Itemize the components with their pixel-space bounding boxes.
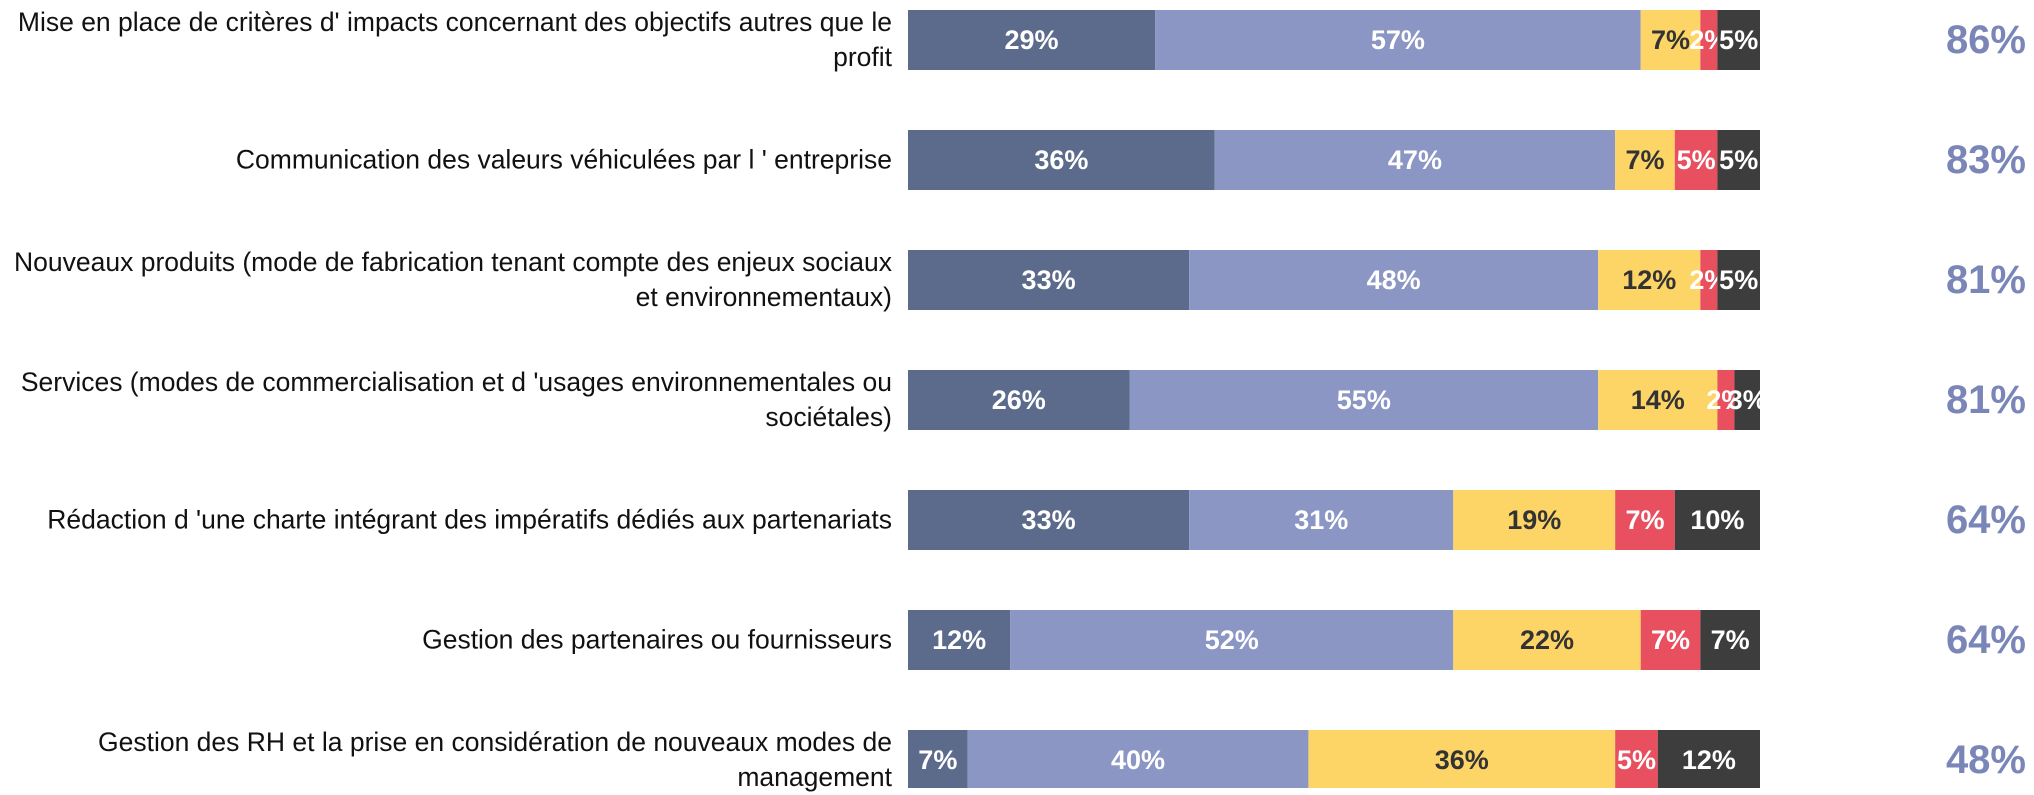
segment-label: 29% [1005, 25, 1059, 55]
bar-segment [1700, 250, 1718, 310]
segment-label: 26% [992, 385, 1046, 415]
bar-segment [1700, 610, 1760, 670]
bar-segment [908, 250, 1190, 310]
total-label: 64% [1946, 498, 2026, 542]
category-label: Gestion des RH et la prise en considérat… [97, 727, 892, 792]
segment-label: 22% [1520, 625, 1574, 655]
bar-segment [1189, 250, 1599, 310]
total-label: 81% [1946, 258, 2026, 302]
segment-label: 36% [1435, 745, 1489, 775]
segment-label: 5% [1719, 265, 1758, 295]
category-label: Communication des valeurs véhiculées par… [235, 144, 892, 175]
bar-segment [1214, 130, 1616, 190]
segment-label: 10% [1690, 505, 1744, 535]
segment-label: 40% [1111, 745, 1165, 775]
segment-label: 12% [1682, 745, 1736, 775]
bar-segment [1717, 250, 1760, 310]
bar-segment [908, 730, 968, 788]
total-label: 86% [1946, 18, 2026, 62]
bar-row: 7% 40% 36% 5% 12% [908, 730, 1760, 788]
segment-label: 7% [1651, 25, 1690, 55]
category-label: Services (modes de commercialisation et … [20, 367, 892, 432]
bar-segment [908, 610, 1011, 670]
segment-label: 3% [1728, 385, 1767, 415]
bar-segment [1657, 730, 1760, 788]
bar-segment [1734, 370, 1760, 430]
bar-row: 29% 57% 7% 2%5% [908, 10, 1760, 70]
segment-label: 33% [1022, 265, 1076, 295]
category-label: Gestion des partenaires ou fournisseurs [422, 624, 892, 655]
bar-segment [1717, 370, 1735, 430]
bar-segment [1615, 730, 1658, 788]
segment-label: 55% [1337, 385, 1391, 415]
bar-row: 33% 31% 19% 7% 10% [908, 490, 1760, 550]
bar-segment [908, 10, 1156, 70]
bar-segment [1598, 370, 1718, 430]
segment-label: 31% [1294, 505, 1348, 535]
segment-label: 5% [1719, 25, 1758, 55]
bar-segment [1700, 10, 1718, 70]
bar-segment [1189, 490, 1454, 550]
bar-segment [1598, 250, 1701, 310]
segment-label: 47% [1388, 145, 1442, 175]
segment-label: 12% [1622, 265, 1676, 295]
bar-row: 12% 52% 22% 7% 7% [908, 610, 1760, 670]
segment-label: 7% [1625, 145, 1664, 175]
bar-segment [1717, 10, 1760, 70]
bar-segment [1615, 130, 1675, 190]
bar-segment [1453, 610, 1641, 670]
bar-segment [908, 130, 1215, 190]
category-label: Nouveaux produits (mode de fabrication t… [14, 247, 892, 312]
segment-label: 19% [1507, 505, 1561, 535]
bar-segment [1010, 610, 1454, 670]
segment-label: 52% [1205, 625, 1259, 655]
segment-label: 12% [932, 625, 986, 655]
bar-segment [908, 490, 1190, 550]
category-label: Rédaction d 'une charte intégrant des im… [47, 504, 892, 535]
segment-label: 7% [1651, 625, 1690, 655]
segment-label: 5% [1677, 145, 1716, 175]
segment-label: 33% [1022, 505, 1076, 535]
segment-label: 57% [1371, 25, 1425, 55]
bar-segment [1308, 730, 1616, 788]
bar-segment [967, 730, 1309, 788]
bar-segment [1155, 10, 1641, 70]
segment-label: 48% [1367, 265, 1421, 295]
segment-label: 5% [1719, 145, 1758, 175]
bar-row: 33% 48% 12% 2%5% [908, 250, 1760, 310]
bar-segment [1640, 10, 1701, 70]
bar-row: 26% 55% 14% 2%3% [908, 370, 1767, 430]
bar-segment [1674, 490, 1760, 550]
bar-segment [1129, 370, 1599, 430]
segment-label: 7% [1711, 625, 1750, 655]
bar-segment [1717, 130, 1760, 190]
total-label: 81% [1946, 378, 2026, 422]
bar-segment [1640, 610, 1701, 670]
segment-label: 7% [918, 745, 957, 775]
category-label: Mise en place de critères d' impacts con… [17, 7, 892, 72]
bar-segment [1674, 130, 1718, 190]
segment-label: 7% [1625, 505, 1664, 535]
segment-label: 14% [1631, 385, 1685, 415]
bar-segment [1453, 490, 1616, 550]
total-label: 64% [1946, 618, 2026, 662]
segment-label: 5% [1617, 745, 1656, 775]
segment-label: 36% [1034, 145, 1088, 175]
total-label: 83% [1946, 138, 2026, 182]
bar-segment [1615, 490, 1675, 550]
total-label: 48% [1946, 738, 2026, 782]
bar-segment [908, 370, 1130, 430]
bar-row: 36% 47% 7% 5% 5% [908, 130, 1760, 190]
